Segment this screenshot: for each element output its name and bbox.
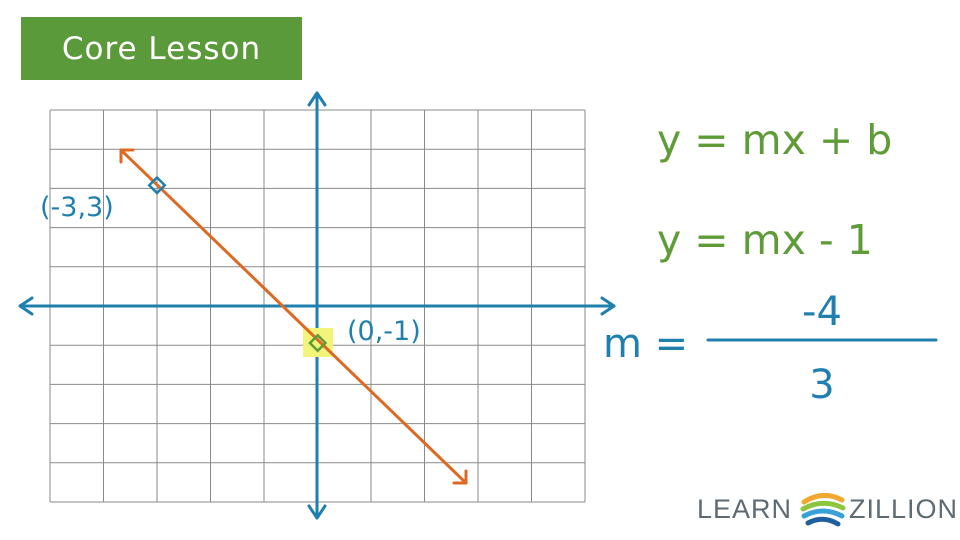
highlight-box [303, 328, 333, 357]
slope-numerator: -4 [802, 289, 842, 335]
slope-denominator: 3 [809, 362, 834, 408]
core-lesson-badge: Core Lesson [21, 17, 302, 80]
core-lesson-label: Core Lesson [61, 30, 262, 67]
logo-text-left: LEARN [697, 494, 793, 524]
point-b-marker [308, 333, 328, 353]
y-axis [307, 91, 327, 520]
equation-intercept: y = mx - 1 [657, 216, 873, 264]
line-through-points [119, 148, 468, 485]
equation-general: y = mx + b [657, 116, 892, 164]
point-a-marker [147, 175, 167, 195]
logo-swirl-icon [800, 488, 846, 530]
point-a-label: (-3,3) [40, 192, 114, 223]
logo-text-right: ZILLION [849, 494, 959, 524]
point-b-label: (0,-1) [347, 316, 421, 347]
learnzillion-logo: LEARN ZILLION [697, 484, 957, 534]
slope-prefix: m = [603, 321, 688, 367]
